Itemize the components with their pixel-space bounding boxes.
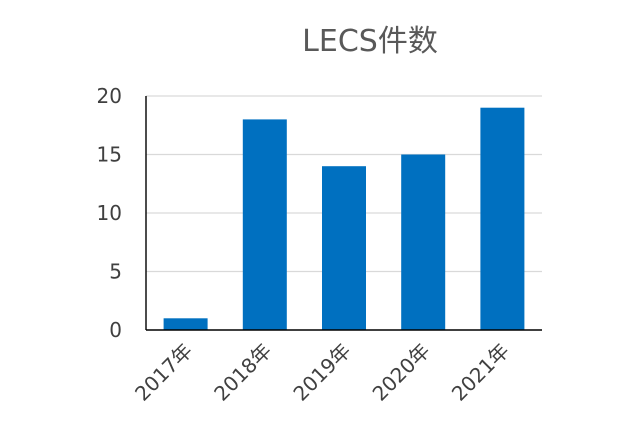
y-tick-label: 15: [97, 143, 122, 167]
bar: [163, 318, 208, 330]
x-tick-label: 2017年: [130, 339, 197, 406]
x-tick-label: 2020年: [368, 339, 435, 406]
y-tick-label: 20: [97, 84, 122, 108]
y-axis-ticks: 0 5 10 15 20: [97, 84, 122, 342]
x-tick-label: 2018年: [209, 339, 276, 406]
bar: [322, 166, 366, 330]
chart-title: LECS件数: [302, 24, 438, 59]
bars: [163, 107, 525, 331]
bar: [401, 154, 446, 330]
x-axis-ticks: 2017年 2018年 2019年 2020年 2021年: [130, 339, 514, 406]
bar: [242, 119, 287, 331]
y-tick-label: 0: [109, 318, 122, 342]
x-tick-label: 2021年: [447, 339, 514, 406]
x-tick-label: 2019年: [288, 339, 355, 406]
bar: [480, 107, 525, 330]
y-tick-label: 5: [109, 260, 122, 284]
y-tick-label: 10: [97, 201, 122, 225]
